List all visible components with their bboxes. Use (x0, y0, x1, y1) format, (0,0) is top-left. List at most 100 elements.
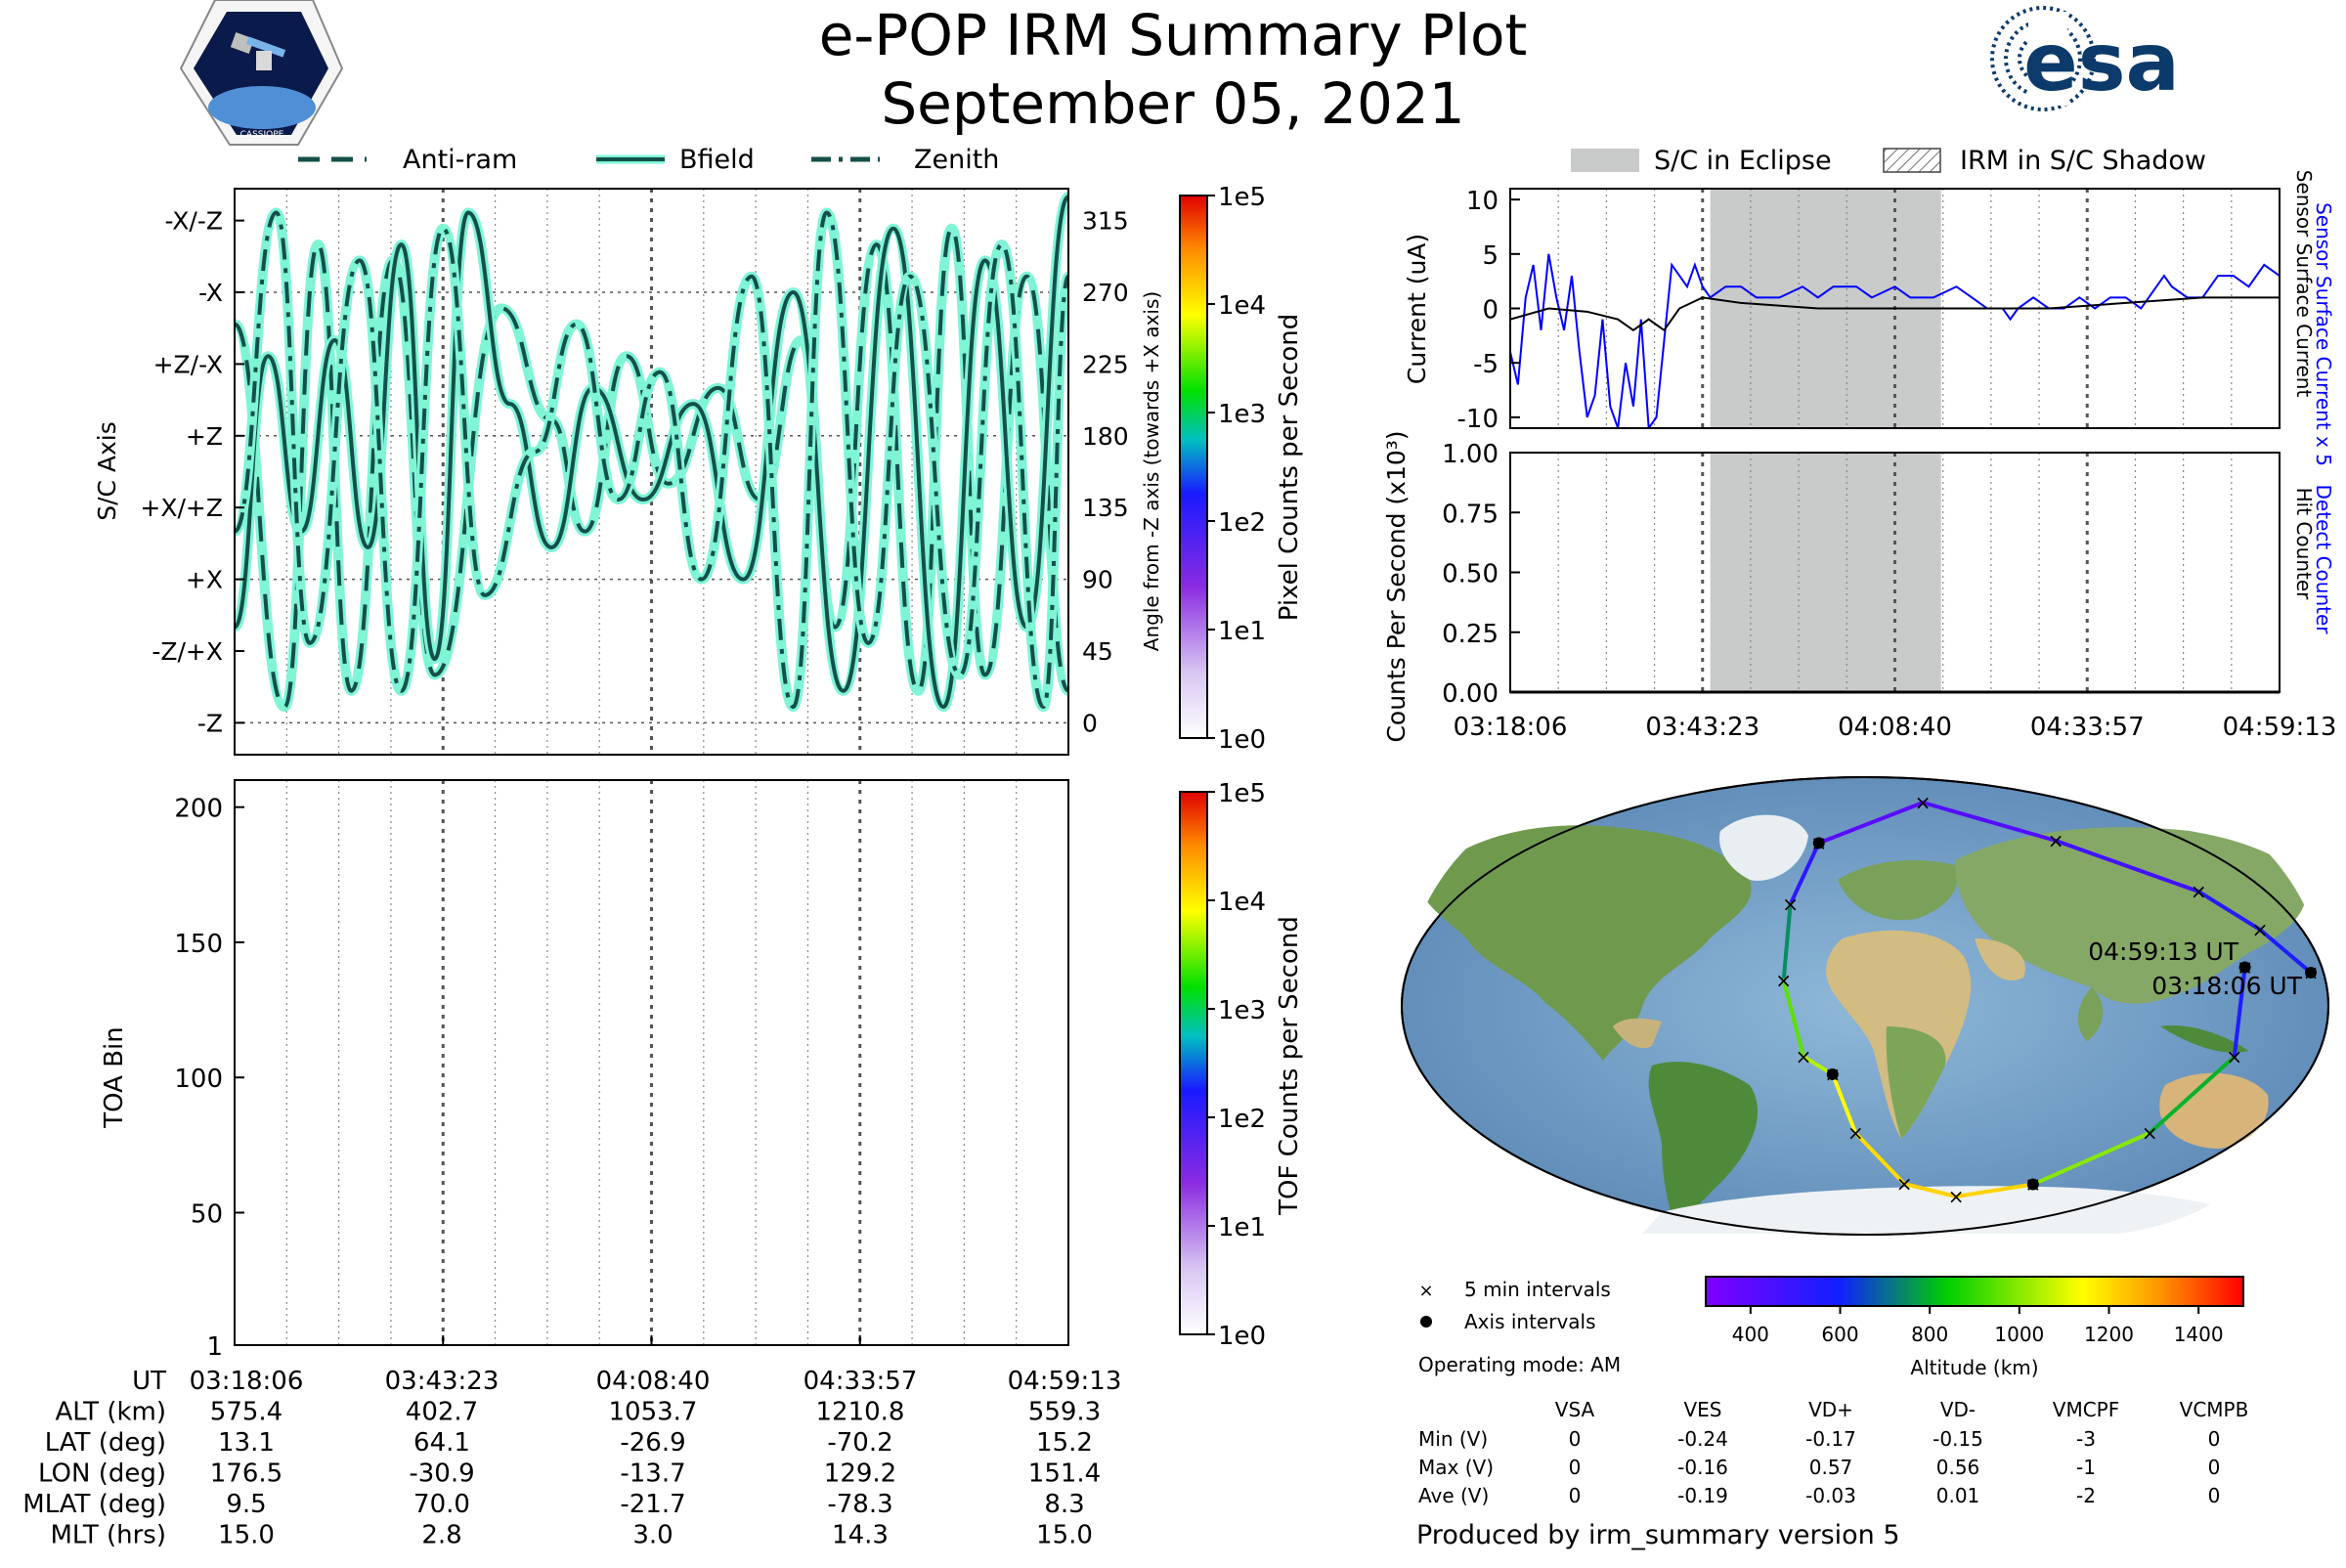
orbit-5min-marker: × (1948, 1185, 1965, 1208)
ut-table-cell: 575.4 (210, 1398, 282, 1427)
tof-tick-label: 1 (206, 1332, 223, 1362)
ut-table-cell: 402.7 (406, 1398, 478, 1427)
legend-shadow-swatch (1883, 148, 1941, 173)
ut-table-row-label: UT (132, 1367, 166, 1396)
operating-mode: Operating mode: AM (1418, 1353, 1621, 1376)
esa-logo-text: esa (2023, 17, 2180, 109)
tof-tick-label: 100 (174, 1065, 223, 1094)
direction-axis-tick-label: -Z/+X (152, 637, 223, 666)
orbit-5min-marker: × (2191, 880, 2207, 903)
current-tick-label: 10 (1466, 187, 1499, 216)
counter-tick-label: 0.50 (1442, 560, 1499, 589)
ut-table-cell: -78.3 (827, 1490, 892, 1519)
direction-axis-tick-label: +X (186, 566, 223, 594)
altitude-colorbar: 400 600 800 1000 1200 1400 Altitude (km) (1705, 1276, 2244, 1379)
tof-tick-label: 200 (174, 795, 223, 824)
orbit-track-segment (1788, 841, 1821, 906)
orbit-track-segment (2196, 890, 2263, 932)
legend-axis-label: Axis intervals (1464, 1310, 1596, 1333)
voltage-table-cell: -0.16 (1677, 1456, 1728, 1479)
ut-table-cell: 70.0 (413, 1490, 470, 1519)
orbit-track-segment (2258, 928, 2314, 975)
current-tick-label: 0 (1482, 296, 1499, 326)
ut-table-row-label: LON (deg) (38, 1459, 166, 1489)
voltage-table-cell: -3 (2076, 1427, 2096, 1451)
ut-table-cell: 129.2 (824, 1459, 896, 1489)
voltage-table-header: VSA (1555, 1398, 1595, 1421)
tof-tick-label: 150 (174, 930, 223, 959)
voltage-table-cell: 0.57 (1809, 1456, 1853, 1479)
tof-colorbar-tick-label: 1e4 (1218, 888, 1266, 917)
ut-table-cell: 13.1 (218, 1428, 275, 1458)
orbit-track-segment (1921, 801, 2059, 843)
ut-table-cell: 04:33:57 (804, 1367, 918, 1396)
pixel-colorbar-tick-label: 1e2 (1218, 508, 1266, 538)
voltage-table-header: VMCPF (2053, 1398, 2119, 1421)
pixel-colorbar-tick-label: 1e0 (1218, 725, 1266, 755)
legend-5min-label: 5 min intervals (1464, 1278, 1611, 1301)
ut-table-cell: 3.0 (632, 1521, 673, 1550)
orbit-track-segment (2148, 1055, 2237, 1135)
voltage-table-cell: -0.15 (1933, 1427, 1983, 1451)
tof-colorbar-tick-label: 1e5 (1218, 779, 1266, 808)
tof-colorbar-tick-label: 1e2 (1218, 1105, 1266, 1134)
current-right-label-blue: Sensor Surface Current x 5 (2312, 202, 2335, 466)
orbit-track-segment (1816, 801, 1926, 846)
legend-bfield-label: Bfield (679, 145, 755, 175)
voltage-table-cell: -0.03 (1805, 1484, 1856, 1507)
counter-tick-label: 0.00 (1442, 679, 1499, 709)
voltage-table-cell: -0.19 (1677, 1484, 1728, 1507)
legend-eclipse-label: S/C in Eclipse (1654, 146, 1832, 176)
orbit-track-segment (1781, 902, 1793, 982)
pixel-colorbar-tick-label: 1e1 (1218, 617, 1266, 646)
legend-zenith-label: Zenith (914, 145, 999, 175)
voltage-table-cell: -1 (2076, 1456, 2096, 1479)
ut-table-cell: -21.7 (620, 1490, 685, 1519)
voltage-table-cell: 0 (1569, 1484, 1582, 1507)
ut-table-cell: 176.5 (210, 1459, 282, 1489)
right-time-tick-label: 03:18:06 (1454, 713, 1568, 742)
orbit-axis-marker (2026, 1178, 2039, 1191)
ut-table-row-label: ALT (km) (55, 1398, 166, 1427)
ut-table: UT 03:18:06 03:43:23 04:08:40 04:33:57 04:59:… (22, 1367, 1121, 1550)
series-anti-ram-halo (235, 223, 1068, 713)
direction-angle-tick-label: 225 (1082, 350, 1129, 378)
orbit-5min-marker: × (2048, 829, 2064, 852)
counter-tick-label: 0.75 (1442, 500, 1499, 529)
pixel-colorbar-label: Pixel Counts per Second (1275, 314, 1304, 622)
current-tick-label: 5 (1482, 241, 1499, 271)
ut-table-cell: 559.3 (1028, 1398, 1101, 1427)
orbit-track-segment (1830, 1071, 1858, 1135)
altitude-tick-label: 400 (1732, 1323, 1769, 1346)
ut-table-cell: 04:59:13 (1008, 1367, 1122, 1396)
ut-table-cell: 04:08:40 (596, 1367, 711, 1396)
orbit-track-segment (2030, 1131, 2152, 1187)
tof-colorbar-tick-label: 1e0 (1218, 1322, 1266, 1351)
orbit-map: ××××××××××××××××× 04:59:13 UT 03:18:06 U… (1401, 776, 2329, 1236)
voltage-table-header: VES (1683, 1398, 1721, 1421)
sensor-current-line (1510, 296, 2280, 332)
legend-shadow-label: IRM in S/C Shadow (1960, 146, 2206, 176)
voltage-table-header: VD+ (1808, 1398, 1853, 1421)
right-time-tick-label: 04:33:57 (2030, 713, 2145, 742)
direction-plot: -X/-Z 315 -X 270 +Z/-X 225 +Z 180 +X/+Z 135 +X 90 -Z… (140, 188, 1129, 756)
voltage-table-row-label: Max (V) (1418, 1456, 1494, 1479)
voltage-table-cell: 0 (2208, 1484, 2221, 1507)
ut-table-cell: -30.9 (409, 1459, 474, 1489)
ut-table-row-label: LAT (deg) (45, 1428, 166, 1458)
ut-table-cell: 15.0 (218, 1521, 275, 1550)
ut-table-cell: 9.5 (226, 1490, 266, 1519)
pixel-colorbar-tick-label: 1e4 (1218, 291, 1266, 321)
voltage-table-cell: 0 (2208, 1456, 2221, 1479)
current-plot: 10 5 0 -5 -10 (1457, 187, 2281, 434)
voltage-table-cell: 0 (1569, 1427, 1582, 1451)
ut-table-cell: 1210.8 (816, 1398, 905, 1427)
altitude-tick-label: 800 (1911, 1323, 1948, 1346)
ut-table-cell: -70.2 (827, 1428, 892, 1458)
ut-table-cell: 15.2 (1036, 1428, 1093, 1458)
legend-dot-marker (1420, 1316, 1432, 1328)
orbit-5min-marker: × (2226, 1045, 2242, 1068)
right-time-tick-label: 03:43:23 (1645, 713, 1760, 742)
orbit-axis-marker (2238, 961, 2251, 974)
tof-colorbar-tick-label: 1e3 (1218, 996, 1266, 1025)
